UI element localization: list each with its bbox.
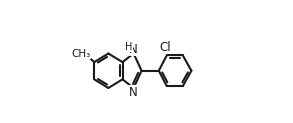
Text: N: N bbox=[129, 43, 137, 56]
Text: CH₃: CH₃ bbox=[71, 48, 90, 59]
Text: Cl: Cl bbox=[160, 41, 171, 54]
Text: N: N bbox=[129, 86, 137, 99]
Text: H: H bbox=[125, 42, 132, 52]
